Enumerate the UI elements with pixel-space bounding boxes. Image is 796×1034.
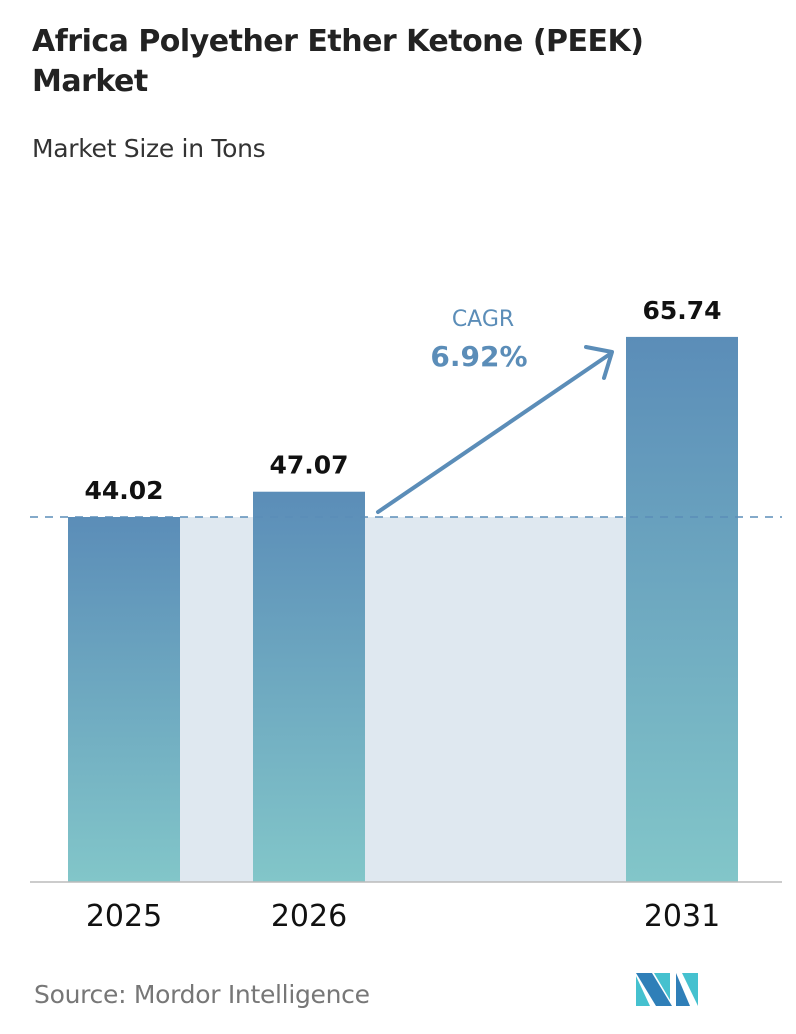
data-label-2031: 65.74	[642, 296, 721, 325]
reference-band	[180, 517, 626, 882]
bar-2026	[253, 491, 365, 882]
chart-subtitle: Market Size in Tons	[32, 134, 266, 163]
x-tick-2031: 2031	[644, 899, 720, 934]
chart-title: Africa Polyether Ether Ketone (PEEK) Mar…	[32, 24, 644, 99]
cagr-arrowhead	[584, 345, 614, 380]
cagr-value: 6.92%	[430, 340, 527, 373]
x-tick-2026: 2026	[271, 899, 347, 934]
x-tick-2025: 2025	[86, 899, 162, 934]
data-label-2025: 44.02	[84, 476, 163, 505]
bar-2025	[68, 517, 180, 882]
source-note: Source: Mordor Intelligence	[34, 980, 370, 1009]
mordor-logo	[636, 973, 698, 1006]
data-label-2026: 47.07	[269, 451, 348, 480]
cagr-arrow	[376, 352, 612, 514]
cagr-label: CAGR	[452, 307, 514, 332]
bar-2031	[626, 336, 738, 882]
